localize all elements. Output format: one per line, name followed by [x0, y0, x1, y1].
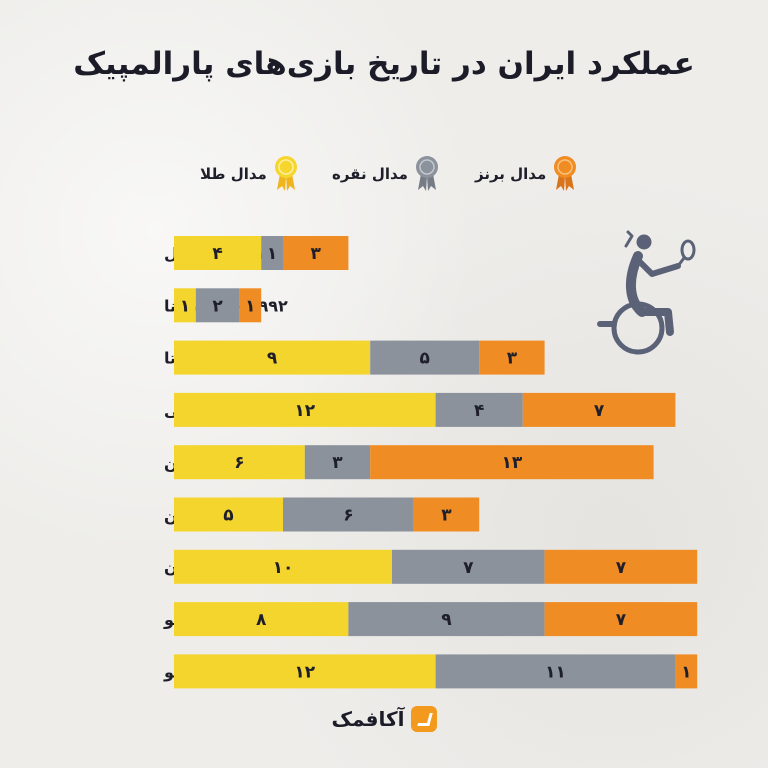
- bar-segment-bronze: [544, 549, 698, 584]
- data-label-gold: ۱۰: [273, 558, 294, 578]
- legend-label-silver: مدال نقره: [332, 165, 408, 183]
- bar-segment-silver: [195, 288, 240, 323]
- bar-segment-bronze: [522, 392, 676, 427]
- bar-segment-bronze: [370, 445, 654, 480]
- bar-segment-bronze: [239, 288, 262, 323]
- data-label-gold: ۶: [234, 453, 244, 473]
- data-label-gold: ۱: [180, 296, 190, 316]
- data-label-bronze: ۱۳: [502, 453, 523, 473]
- bar-segment-bronze: [479, 340, 545, 375]
- bar-segment-silver: [283, 497, 414, 532]
- data-label-silver: ۱: [267, 244, 277, 264]
- data-label-bronze: ۳: [507, 349, 518, 369]
- bar-segment-gold: [174, 392, 436, 427]
- data-label-silver: ۳: [332, 453, 343, 473]
- bar-segment-bronze: [544, 602, 698, 637]
- chart-title: عملکرد ایران در تاریخ بازی‌های پارالمپیک: [73, 46, 695, 82]
- data-label-gold: ۱۲: [294, 662, 315, 682]
- bar-segment-gold: [174, 236, 262, 270]
- brand-mark-icon: [410, 706, 437, 732]
- data-label-silver: ۹: [441, 610, 452, 630]
- silver-medal-icon: [415, 156, 438, 191]
- data-label-bronze: ۳: [441, 506, 452, 526]
- data-label-gold: ۱۲: [294, 401, 315, 421]
- bar-segment-gold: [174, 340, 371, 375]
- data-label-bronze: ۱: [245, 296, 255, 316]
- bar-segment-gold: [174, 654, 436, 689]
- data-label-bronze: ۷: [616, 610, 627, 630]
- bar-segment-bronze: [675, 654, 698, 689]
- bar-segment-gold: [174, 445, 305, 480]
- bar-segment-silver: [304, 445, 371, 480]
- bar-segment-gold: [174, 549, 392, 584]
- bar-segment-silver: [435, 654, 676, 689]
- data-label-bronze: ۳: [311, 244, 322, 264]
- bar-segment-gold: [174, 602, 349, 637]
- legend-label-gold: مدال طلا: [200, 165, 267, 183]
- legend-label-bronze: مدال برنز: [475, 165, 547, 183]
- bar-segment-gold: [174, 288, 196, 323]
- data-label-silver: ۷: [463, 558, 474, 578]
- bar-segment-silver: [370, 340, 480, 375]
- data-label-gold: ۸: [256, 610, 267, 630]
- wheelchair-badminton-icon: [597, 230, 696, 355]
- data-label-bronze: ۱: [681, 662, 691, 682]
- brand-name: آکافمک: [331, 707, 405, 731]
- bar-segment-bronze: [413, 497, 480, 532]
- data-label-silver: ۱۱: [545, 662, 566, 682]
- legend-item-bronze: مدال برنز: [471, 151, 578, 197]
- data-label-gold: ۵: [223, 506, 233, 526]
- bar-segment-silver: [435, 392, 523, 427]
- data-label-gold: ۴: [212, 244, 222, 264]
- legend-item-silver: مدال نقره: [328, 151, 440, 197]
- data-label-silver: ۲: [212, 296, 223, 316]
- gold-medal-icon: [274, 156, 297, 191]
- brand-logo: آکافمک: [0, 706, 768, 732]
- data-label-bronze: ۷: [594, 401, 605, 421]
- bars-group: ۱۹۸۸ – سئول۴۱۳۱۹۹۲ – بارسلونا۱۲۱۱۹۹۶ – آ…: [163, 236, 698, 689]
- legend-item-gold: مدال طلا: [196, 151, 299, 197]
- bar-segment-gold: [174, 497, 283, 532]
- bar-segment-silver: [392, 549, 545, 584]
- bar-segment-silver: [348, 602, 545, 637]
- data-label-silver: ۵: [420, 349, 430, 369]
- legend: مدال برنز مدال نقره مدال طلا: [0, 151, 768, 197]
- data-label-bronze: ۷: [616, 558, 627, 578]
- bar-segment-silver: [261, 236, 283, 270]
- data-label-gold: ۹: [267, 349, 278, 369]
- bronze-medal-icon: [554, 156, 577, 191]
- bar-segment-bronze: [283, 236, 349, 270]
- data-label-silver: ۴: [474, 401, 484, 421]
- data-label-silver: ۶: [343, 506, 353, 526]
